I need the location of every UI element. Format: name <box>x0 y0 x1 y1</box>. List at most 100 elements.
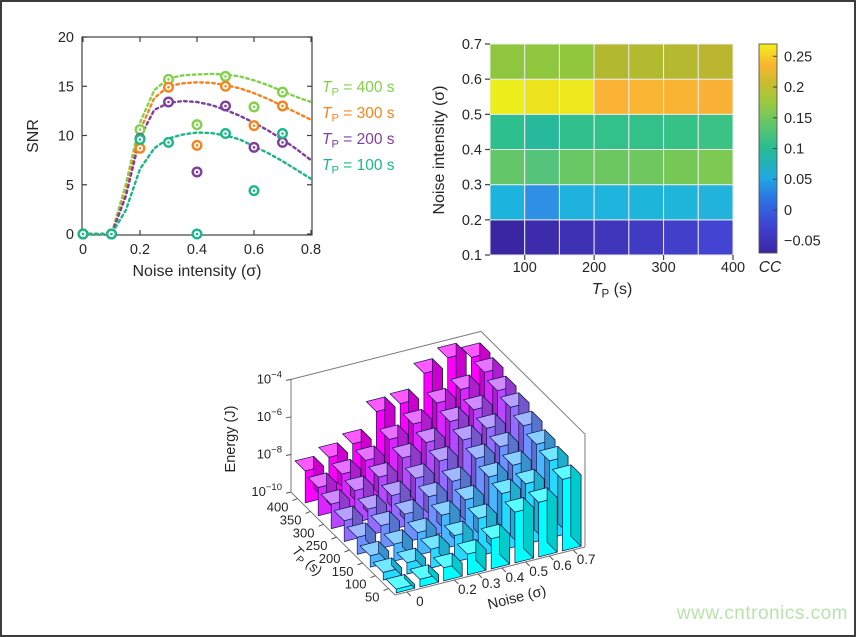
heatmap-cell <box>524 219 560 256</box>
bar-side <box>414 547 426 570</box>
heatmap-cell <box>593 113 630 151</box>
heatmap-cell <box>558 78 595 115</box>
snr-chart: 0 0.2 0.4 0.6 0.8 0 5 10 15 20 SNR Noise intensity … <box>25 30 395 280</box>
svg-text:100: 100 <box>345 577 367 592</box>
bar-side <box>522 497 534 559</box>
energy-3d-chart: 10−10 10−8 10−6 10−4 50100150200250300350400… <box>223 330 596 613</box>
svg-text:400: 400 <box>267 500 289 515</box>
svg-text:0.7: 0.7 <box>462 37 482 53</box>
snr-legend: TP = 400 s TP = 300 s TP = 200 s TP = 100 s <box>322 79 395 176</box>
snr-xlabel: Noise intensity (σ) <box>132 263 261 280</box>
heatmap-cell <box>697 43 734 80</box>
svg-text:0: 0 <box>416 594 424 609</box>
heatmap-cell <box>489 219 526 256</box>
heatmap-cell <box>558 113 595 151</box>
heatmap-cell <box>628 78 665 115</box>
bar-side <box>451 552 463 577</box>
svg-text:0.8: 0.8 <box>301 242 321 258</box>
svg-text:0.4: 0.4 <box>462 143 482 159</box>
svg-text:0.5: 0.5 <box>529 564 548 579</box>
heatmap-cell <box>524 78 560 115</box>
svg-text:0.25: 0.25 <box>784 49 812 65</box>
svg-text:0.4: 0.4 <box>505 570 524 585</box>
heatmap-cell <box>524 43 560 80</box>
svg-text:50: 50 <box>365 590 379 605</box>
heatmap-cell <box>593 184 630 221</box>
heatmap-cell <box>697 113 734 151</box>
heatmap-cell <box>524 184 560 221</box>
svg-text:0.2: 0.2 <box>130 242 150 258</box>
svg-text:250: 250 <box>306 538 328 553</box>
heatmap-cell <box>489 184 526 221</box>
heatmap-cell <box>628 184 665 221</box>
svg-text:0.2: 0.2 <box>784 80 804 96</box>
bar-side <box>427 564 439 583</box>
snr-plot-area: 0 0.2 0.4 0.6 0.8 0 5 10 15 20 SNR Noise intensity … <box>25 30 321 280</box>
svg-text:5: 5 <box>66 178 74 194</box>
svg-text:TP = 200 s: TP = 200 s <box>322 131 395 150</box>
heatmap-cell <box>697 184 734 221</box>
svg-text:100: 100 <box>513 260 537 276</box>
svg-text:10−8: 10−8 <box>257 445 282 462</box>
heatmap-cell <box>593 149 630 186</box>
svg-text:−0.05: −0.05 <box>784 234 821 250</box>
svg-text:10−4: 10−4 <box>257 369 282 386</box>
heatmap-cell <box>663 184 699 221</box>
heatmap-cell <box>524 113 560 151</box>
heatmap-cell <box>489 43 526 80</box>
svg-text:0.7: 0.7 <box>577 552 596 567</box>
heatmap-cells <box>489 43 734 256</box>
bar-side <box>546 487 558 553</box>
heatmap-cell <box>663 43 699 80</box>
svg-text:0.3: 0.3 <box>462 178 482 194</box>
heatmap-cell <box>663 219 699 256</box>
heatmap-cell <box>489 113 526 151</box>
bar-side <box>499 523 511 565</box>
svg-text:TP = 300 s: TP = 300 s <box>322 105 395 124</box>
svg-text:350: 350 <box>280 512 302 527</box>
svg-text:10: 10 <box>58 129 74 145</box>
watermark-text: www.cntronics.com <box>676 603 848 624</box>
svg-text:10−6: 10−6 <box>257 407 282 424</box>
svg-text:0.1: 0.1 <box>784 142 804 158</box>
bar-side <box>378 540 390 563</box>
heatmap-axes: 100 200 300 400 0.1 0.2 0.3 0.4 0.5 0.6 0.7 TP (s) N… <box>431 37 745 301</box>
svg-text:200: 200 <box>582 260 606 276</box>
svg-text:0.3: 0.3 <box>482 576 501 591</box>
cc-heatmap: 100 200 300 400 0.1 0.2 0.3 0.4 0.5 0.6 0.7 TP (s) N… <box>431 37 821 301</box>
svg-text:0.6: 0.6 <box>462 72 482 88</box>
svg-text:10−10: 10−10 <box>251 482 282 499</box>
heatmap-cell <box>628 113 665 151</box>
heatmap-cell <box>489 149 526 186</box>
heatmap-cell <box>697 78 734 115</box>
fit-curve <box>81 81 313 236</box>
svg-text:150: 150 <box>332 564 354 579</box>
svg-text:TP = 400 s: TP = 400 s <box>322 79 395 98</box>
fit-curve <box>81 131 313 236</box>
svg-text:0.05: 0.05 <box>784 172 812 188</box>
axes-box <box>290 330 586 596</box>
heatmap-cell <box>663 78 699 115</box>
svg-text:0.6: 0.6 <box>244 242 264 258</box>
heatmap-cell <box>697 149 734 186</box>
bar-side <box>391 557 403 576</box>
heatmap-cell <box>628 219 665 256</box>
colorbar-label: CC <box>759 259 782 276</box>
svg-text:200: 200 <box>319 551 341 566</box>
bar-side <box>404 574 416 589</box>
heatmap-xlabel: TP (s) <box>592 281 633 301</box>
heatmap-cell <box>663 113 699 151</box>
bar-side <box>475 539 487 571</box>
heatmap-cell <box>593 78 630 115</box>
fit-curve <box>81 99 313 236</box>
svg-text:TP = 100 s: TP = 100 s <box>322 157 395 176</box>
heatmap-cell <box>489 78 526 115</box>
svg-text:0.4: 0.4 <box>187 242 207 258</box>
svg-text:0.2: 0.2 <box>462 213 482 229</box>
svg-text:300: 300 <box>293 525 315 540</box>
heatmap-cell <box>558 184 595 221</box>
svg-text:300: 300 <box>651 260 675 276</box>
heatmap-cell <box>628 149 665 186</box>
